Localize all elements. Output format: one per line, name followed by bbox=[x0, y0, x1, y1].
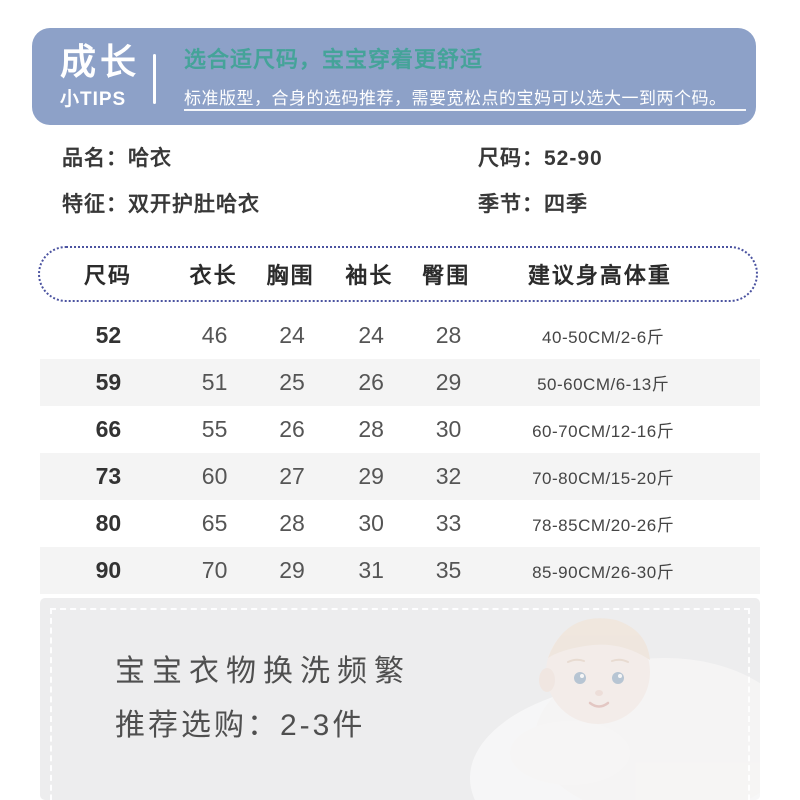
size-table-cell: 28 bbox=[435, 322, 462, 348]
size-table-cell: 65 bbox=[201, 510, 228, 536]
size-table-cell: 32 bbox=[435, 463, 462, 489]
size-table-cell: 66 bbox=[95, 416, 122, 442]
size-table-cell: 70-80CM/15-20斤 bbox=[532, 469, 675, 488]
size-table-column-header: 胸围 bbox=[266, 263, 315, 288]
tips-badge-subtitle: 小TIPS bbox=[60, 88, 127, 110]
recommendation-line1: 宝宝衣物换洗频繁 bbox=[115, 655, 411, 688]
product-info-field: 品名：哈衣 bbox=[62, 147, 172, 170]
size-table-cell: 73 bbox=[95, 463, 122, 489]
size-table-cell: 90 bbox=[95, 557, 122, 583]
size-table-cell: 29 bbox=[279, 557, 305, 583]
baby-photo bbox=[470, 618, 760, 800]
size-table-cell: 24 bbox=[279, 322, 305, 348]
size-table-cell: 29 bbox=[435, 369, 462, 395]
size-table-cell: 46 bbox=[201, 322, 228, 348]
size-table-cell: 30 bbox=[435, 416, 462, 442]
size-table-cell: 31 bbox=[358, 557, 384, 583]
size-table-cell: 55 bbox=[201, 416, 228, 442]
size-table-column-header: 建议身高体重 bbox=[527, 263, 672, 288]
size-table-row: 66 55 26 28 30 60-70CM/12-16斤 bbox=[40, 406, 760, 453]
size-table-row: 90 70 29 31 35 85-90CM/26-30斤 bbox=[40, 547, 760, 594]
size-table-cell: 33 bbox=[435, 510, 462, 536]
size-table-cell: 35 bbox=[435, 557, 462, 583]
size-table-cell: 50-60CM/6-13斤 bbox=[537, 375, 670, 394]
size-table-cell: 29 bbox=[358, 463, 384, 489]
size-table-cell: 78-85CM/20-26斤 bbox=[532, 516, 675, 535]
size-table-cell: 52 bbox=[95, 322, 122, 348]
size-table-cell: 26 bbox=[279, 416, 305, 442]
size-table-cell: 28 bbox=[358, 416, 384, 442]
size-table-cell: 25 bbox=[279, 369, 305, 395]
tips-headline: 选合适尺码，宝宝穿着更舒适 bbox=[184, 47, 484, 72]
dashed-inner-border bbox=[50, 608, 750, 800]
size-table-column-header: 衣长 bbox=[189, 263, 238, 288]
size-table-cell: 60-70CM/12-16斤 bbox=[532, 422, 675, 441]
size-table-cell: 80 bbox=[95, 510, 122, 536]
tips-badge: 成长 小TIPS bbox=[60, 42, 140, 111]
tips-badge-title: 成长 bbox=[60, 41, 141, 82]
size-table-row: 59 51 25 26 29 50-60CM/6-13斤 bbox=[40, 359, 760, 406]
size-table-cell: 30 bbox=[358, 510, 384, 536]
size-table-row: 73 60 27 29 32 70-80CM/15-20斤 bbox=[40, 453, 760, 500]
recommendation-line2: 推荐选购：2-3件 bbox=[115, 709, 366, 742]
size-table-cell: 85-90CM/26-30斤 bbox=[532, 563, 675, 582]
product-info-field: 尺码：52-90 bbox=[478, 147, 603, 170]
recommendation-box: 宝宝衣物换洗频繁 推荐选购：2-3件 bbox=[40, 598, 760, 800]
size-table-cell: 51 bbox=[201, 369, 228, 395]
size-table-cell: 70 bbox=[201, 557, 228, 583]
vertical-divider bbox=[153, 54, 156, 104]
size-table-cell: 26 bbox=[358, 369, 384, 395]
size-table-cell: 40-50CM/2-6斤 bbox=[542, 328, 665, 347]
size-table-cell: 59 bbox=[95, 369, 122, 395]
size-table-cell: 27 bbox=[279, 463, 305, 489]
tips-underline bbox=[184, 109, 746, 111]
size-table-column-header: 尺码 bbox=[84, 263, 133, 288]
size-table-row: 80 65 28 30 33 78-85CM/20-26斤 bbox=[40, 500, 760, 547]
size-table-cell: 60 bbox=[201, 463, 228, 489]
size-table-body: 52 46 24 24 28 40-50CM/2-6斤 59 51 25 26 29 50-60CM/… bbox=[40, 312, 760, 594]
size-table-row: 52 46 24 24 28 40-50CM/2-6斤 bbox=[40, 312, 760, 359]
tips-subline: 标准版型，合身的选码推荐，需要宽松点的宝妈可以选大一到两个码。 bbox=[184, 89, 727, 108]
size-table-header-row: 尺码 衣长 胸围 袖长 臀围 建议身高体重 bbox=[38, 246, 758, 302]
size-table-column-header: 臀围 bbox=[422, 263, 471, 288]
size-table-column-header: 袖长 bbox=[345, 263, 394, 288]
size-table-cell: 28 bbox=[279, 510, 305, 536]
product-info-field: 特征：双开护肚哈衣 bbox=[62, 193, 260, 216]
product-info-field: 季节：四季 bbox=[478, 193, 588, 216]
tips-banner: 成长 小TIPS 选合适尺码，宝宝穿着更舒适 标准版型，合身的选码推荐，需要宽松… bbox=[32, 28, 756, 125]
size-table-cell: 24 bbox=[358, 322, 384, 348]
